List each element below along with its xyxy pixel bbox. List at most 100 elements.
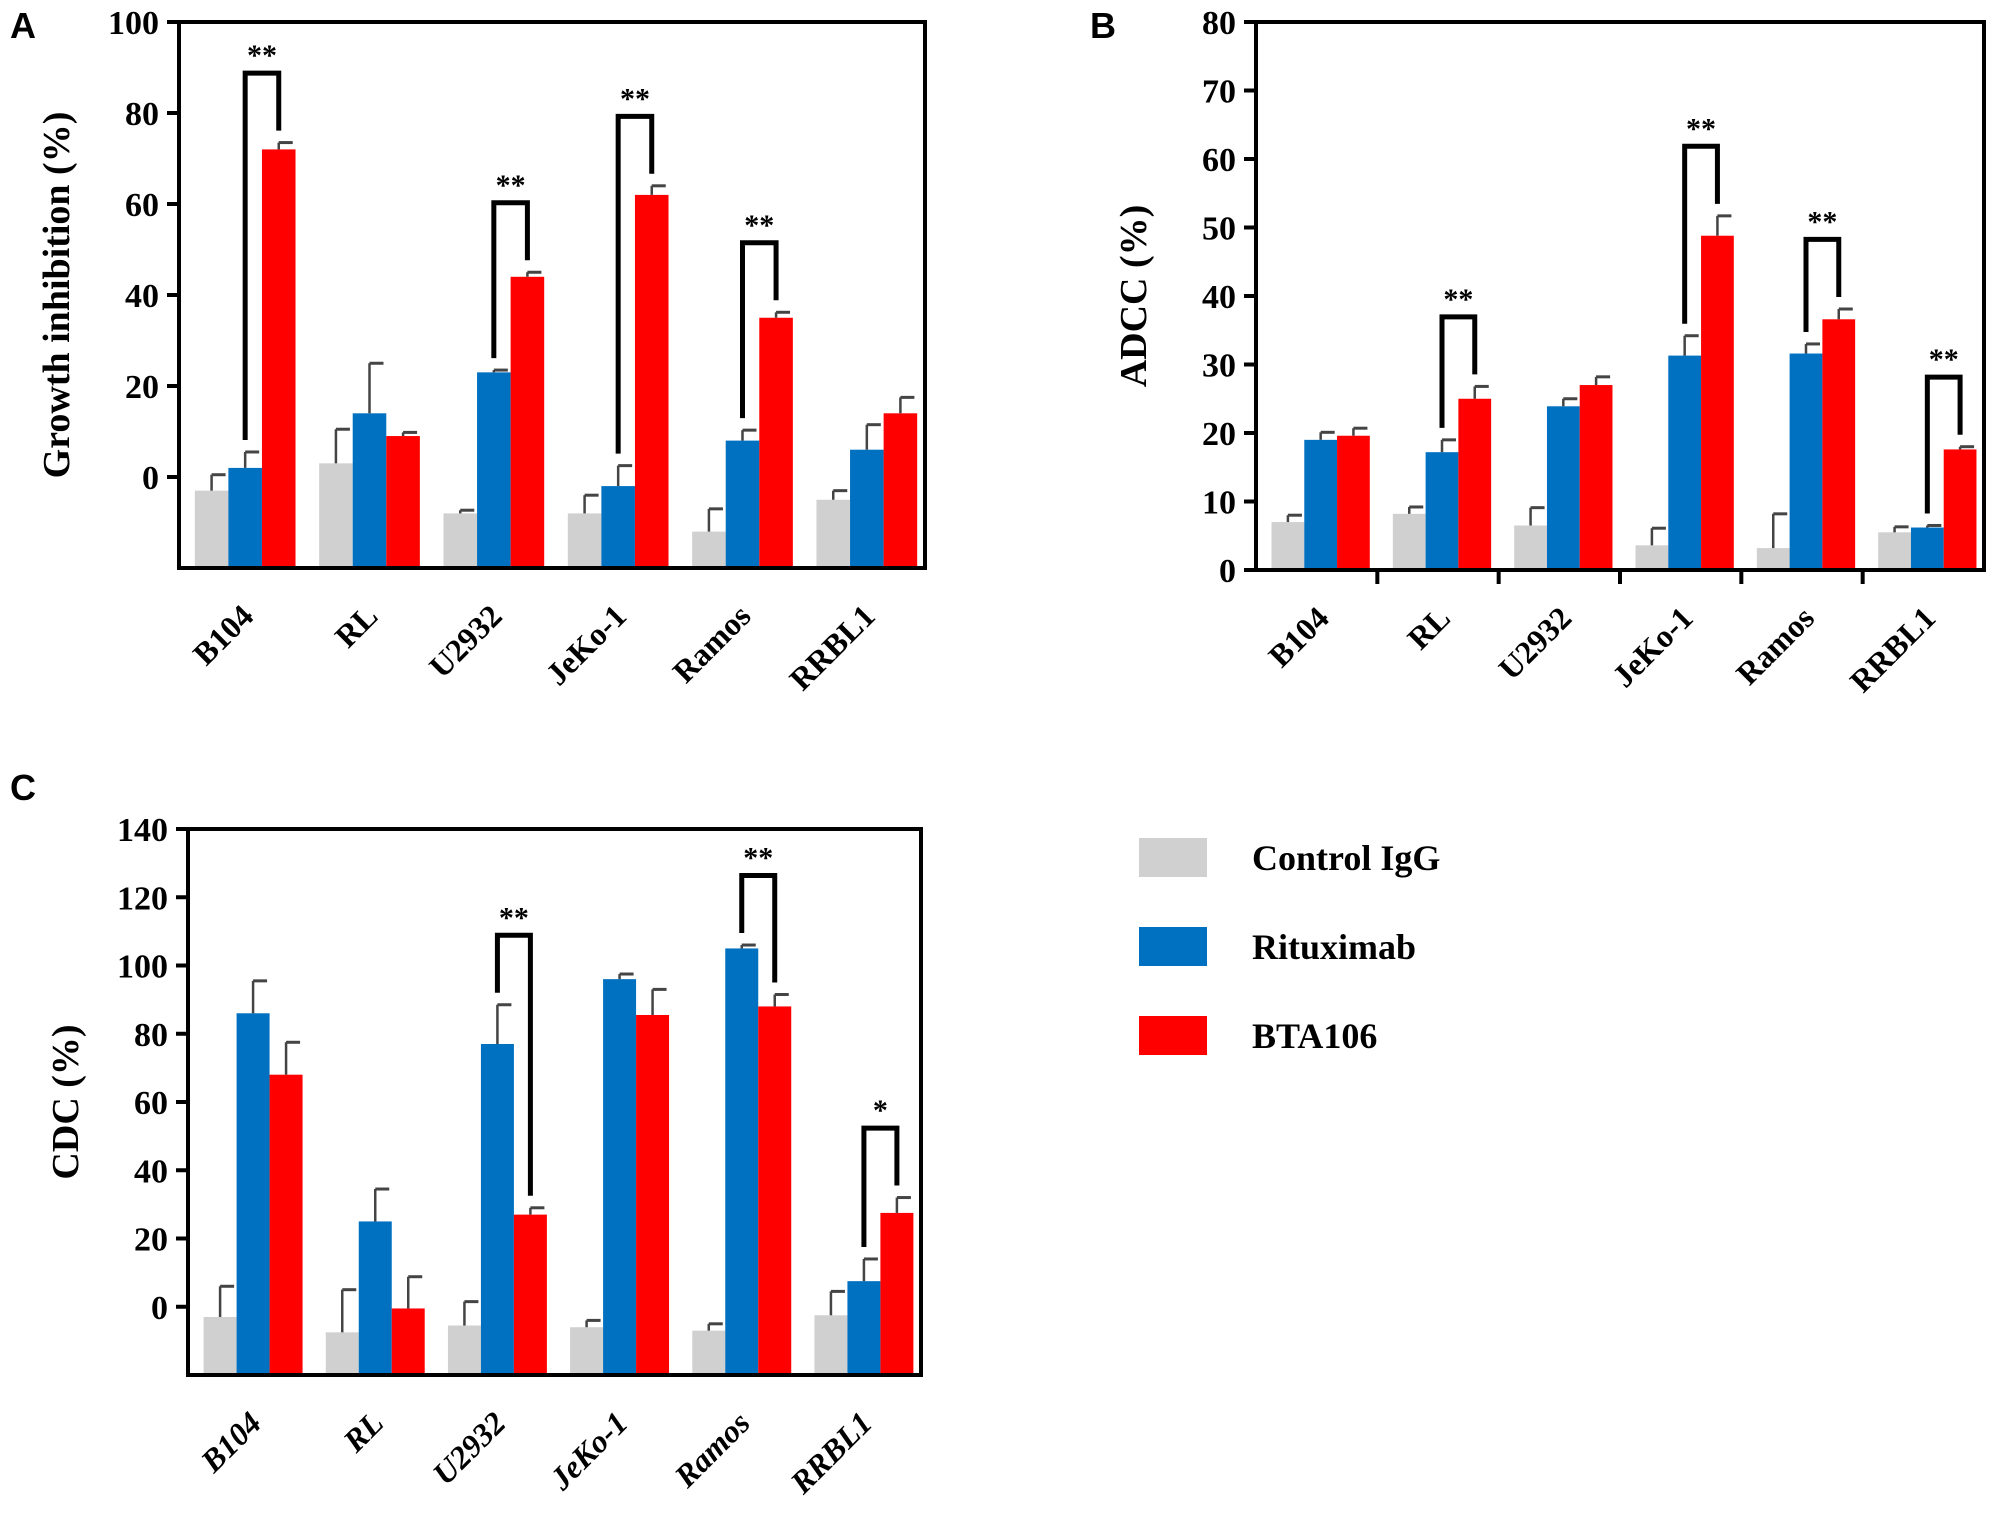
legend-label: BTA106 (1252, 1016, 1377, 1056)
x-tick-label: JeKo-1 (539, 597, 634, 692)
y-tick-label: 120 (117, 880, 168, 917)
x-tick-label: RRBL1 (782, 1404, 879, 1501)
bar-control-igg (1514, 525, 1547, 570)
bar-bta106 (1822, 319, 1856, 570)
bar-control-igg (443, 513, 478, 568)
bar-rituximab (477, 372, 511, 568)
bar-bta106 (386, 436, 420, 568)
bar-rituximab (1789, 353, 1823, 570)
panel-label: A (10, 5, 36, 46)
x-tick-label: Ramos (666, 1404, 756, 1494)
bar-rituximab (480, 1043, 514, 1375)
bar-rituximab (236, 1013, 270, 1375)
x-tick-label: Ramos (665, 597, 757, 689)
x-tick-label: RL (1400, 599, 1457, 656)
significance-bracket (740, 240, 779, 419)
bar-rituximab (601, 486, 635, 568)
bar-control-igg (814, 1315, 848, 1375)
bar-bta106 (883, 413, 918, 568)
significance-label: ** (247, 39, 277, 72)
y-tick-label: 20 (125, 369, 159, 406)
x-tick-label: RL (335, 1404, 390, 1459)
bar-control-igg (194, 490, 229, 568)
bar-bta106 (1943, 449, 1977, 570)
bar-bta106 (261, 149, 296, 568)
significance-label: ** (744, 209, 774, 242)
significance-bracket (615, 113, 655, 454)
bar-rituximab (352, 413, 387, 568)
x-tick-label: B104 (193, 1404, 268, 1479)
bar-rituximab (1546, 406, 1580, 570)
x-tick-label: B104 (186, 597, 260, 671)
plot-frame (186, 827, 923, 1377)
significance-bracket (494, 932, 533, 1196)
significance-bracket (1924, 374, 1963, 514)
significance-label: ** (1443, 283, 1473, 316)
y-tick-label: 80 (134, 1017, 168, 1054)
bar-control-igg (1878, 532, 1911, 570)
significance-label: ** (1807, 205, 1837, 238)
bar-control-igg (447, 1325, 481, 1375)
bar-control-igg (816, 499, 851, 568)
bar-control-igg (1635, 545, 1669, 570)
significance-label: ** (499, 901, 529, 934)
significance-bracket (1439, 314, 1478, 428)
y-tick-label: 100 (117, 949, 168, 986)
y-axis-label: Growth inhibition (%) (36, 112, 78, 479)
plot-frame (177, 20, 927, 570)
significance-label: ** (1929, 343, 1959, 376)
chart-b: B ADCC (%) 0 10 20 30 40 50 60 70 80 B104 RL ** U2932 J… (1090, 5, 1986, 699)
bar-control-igg (570, 1327, 604, 1375)
panel-label: C (10, 767, 36, 808)
x-tick-label: RRBL1 (1843, 599, 1943, 699)
bar-rituximab (725, 440, 760, 568)
significance-label: * (873, 1094, 888, 1127)
significance-bracket (1803, 236, 1842, 332)
bar-bta106 (391, 1308, 425, 1375)
y-tick-label: 80 (125, 96, 159, 133)
bar-bta106 (880, 1212, 914, 1375)
y-tick-label: 60 (134, 1085, 168, 1122)
bar-bta106 (759, 317, 793, 568)
y-tick-label: 50 (1202, 211, 1236, 248)
x-tick-label: U2932 (1491, 599, 1578, 686)
y-tick-label: 70 (1202, 74, 1236, 111)
bar-control-igg (692, 1330, 726, 1375)
bar-rituximab (847, 1281, 881, 1375)
y-tick-label: 30 (1202, 348, 1236, 385)
y-tick-label: 0 (151, 1290, 168, 1327)
bar-bta106 (513, 1214, 547, 1375)
y-tick-label: 0 (1219, 553, 1236, 590)
bar-bta106 (1579, 385, 1613, 570)
bar-control-igg (692, 531, 726, 568)
x-tick-label: B104 (1261, 599, 1335, 673)
chart-c: C CDC (%) 0 20 40 60 80 100 120 140 B104 RL U2932 ** J… (10, 767, 923, 1501)
bar-control-igg (203, 1316, 237, 1375)
y-tick-label: 60 (125, 187, 159, 224)
bar-bta106 (758, 1006, 792, 1375)
x-tick-label: JeKo-1 (1605, 599, 1700, 694)
legend-swatch (1139, 1016, 1207, 1055)
significance-label: ** (743, 842, 773, 875)
legend-swatch (1139, 838, 1207, 877)
legend-label: Rituximab (1252, 927, 1416, 967)
legend: Control IgG Rituximab BTA106 (1139, 838, 1440, 1056)
bar-rituximab (725, 948, 759, 1375)
bar-rituximab (1910, 527, 1944, 570)
bar-control-igg (325, 1332, 359, 1375)
y-tick-label: 20 (1202, 416, 1236, 453)
bar-bta106 (636, 1014, 670, 1375)
x-tick-label: RL (328, 597, 385, 654)
significance-label: ** (620, 82, 650, 115)
bar-rituximab (358, 1221, 392, 1375)
y-tick-label: 10 (1202, 485, 1236, 522)
chart-a: A Growth inhibition (%) 0 20 40 60 80 100 B104 **… (10, 5, 927, 697)
y-tick-label: 80 (1202, 5, 1236, 42)
y-tick-label: 60 (1202, 142, 1236, 179)
x-tick-label: RRBL1 (782, 597, 882, 697)
bar-bta106 (510, 276, 545, 568)
y-tick-label: 0 (142, 460, 159, 497)
y-tick-label: 40 (1202, 279, 1236, 316)
bar-control-igg (1271, 522, 1305, 570)
